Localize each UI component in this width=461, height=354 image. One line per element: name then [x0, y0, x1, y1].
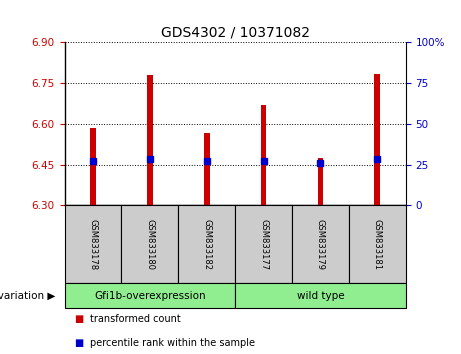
- Text: GSM833180: GSM833180: [145, 219, 154, 270]
- Bar: [374, 74, 380, 205]
- Bar: [318, 158, 323, 205]
- Bar: [349, 205, 406, 283]
- Bar: [65, 205, 121, 283]
- Text: wild type: wild type: [296, 291, 344, 301]
- Text: GSM833177: GSM833177: [259, 219, 268, 270]
- Bar: [261, 105, 266, 205]
- Bar: [204, 133, 209, 205]
- Text: percentile rank within the sample: percentile rank within the sample: [90, 338, 255, 348]
- Bar: [65, 283, 235, 308]
- Text: GSM833182: GSM833182: [202, 219, 211, 270]
- Bar: [292, 205, 349, 283]
- Text: transformed count: transformed count: [90, 314, 181, 324]
- Title: GDS4302 / 10371082: GDS4302 / 10371082: [160, 26, 310, 40]
- Text: GSM833178: GSM833178: [89, 219, 97, 270]
- Text: Gfi1b-overexpression: Gfi1b-overexpression: [94, 291, 206, 301]
- Text: ■: ■: [74, 338, 83, 348]
- Text: ■: ■: [74, 314, 83, 324]
- Text: GSM833179: GSM833179: [316, 219, 325, 270]
- Bar: [147, 75, 153, 205]
- Bar: [235, 283, 406, 308]
- Text: genotype/variation ▶: genotype/variation ▶: [0, 291, 55, 301]
- Bar: [235, 205, 292, 283]
- Bar: [90, 128, 96, 205]
- Bar: [121, 205, 178, 283]
- Bar: [178, 205, 235, 283]
- Text: GSM833181: GSM833181: [373, 219, 382, 270]
